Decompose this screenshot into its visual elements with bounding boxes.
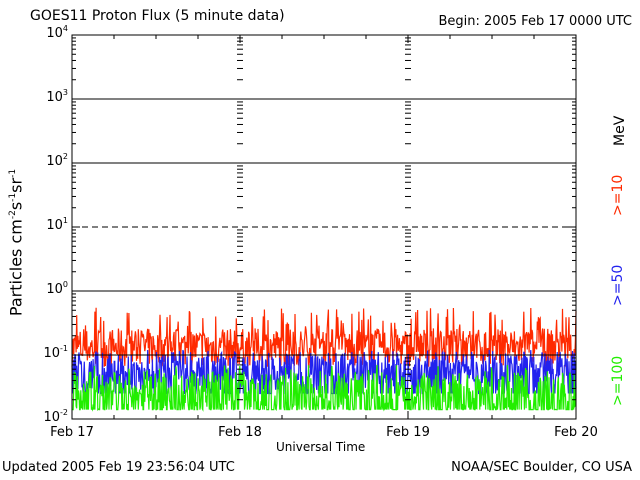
credit-text: NOAA/SEC Boulder, CO USA xyxy=(451,460,632,475)
legend-ge50: >=50 xyxy=(610,264,626,306)
y-tick-label: 10-2 xyxy=(43,408,68,425)
plot-frame xyxy=(71,34,577,420)
y-tick-label: 103 xyxy=(46,88,68,105)
legend-ge100: >=100 xyxy=(610,355,626,406)
y-tick-label: 104 xyxy=(46,24,68,41)
x-axis-label: Universal Time xyxy=(276,440,366,454)
series-line-2 xyxy=(72,364,577,412)
begin-time: Begin: 2005 Feb 17 0000 UTC xyxy=(438,14,632,29)
series-line-0 xyxy=(71,307,577,369)
y-tick-label: 101 xyxy=(46,216,68,233)
legend-unit-mev: MeV xyxy=(612,115,628,146)
y-tick-label: 102 xyxy=(46,152,68,169)
updated-timestamp: Updated 2005 Feb 19 23:56:04 UTC xyxy=(2,460,235,475)
y-tick-label: 100 xyxy=(46,280,68,297)
x-tick-label: Feb 18 xyxy=(218,425,262,440)
x-tick-label: Feb 19 xyxy=(386,425,430,440)
legend-ge10: >=10 xyxy=(610,174,626,216)
y-axis-label: Particles cm-2s-1sr-1 xyxy=(6,168,26,317)
chart-title: GOES11 Proton Flux (5 minute data) xyxy=(30,8,285,24)
y-tick-label: 10-1 xyxy=(43,344,68,361)
x-tick-label: Feb 20 xyxy=(554,425,598,440)
x-tick-label: Feb 17 xyxy=(50,425,94,440)
